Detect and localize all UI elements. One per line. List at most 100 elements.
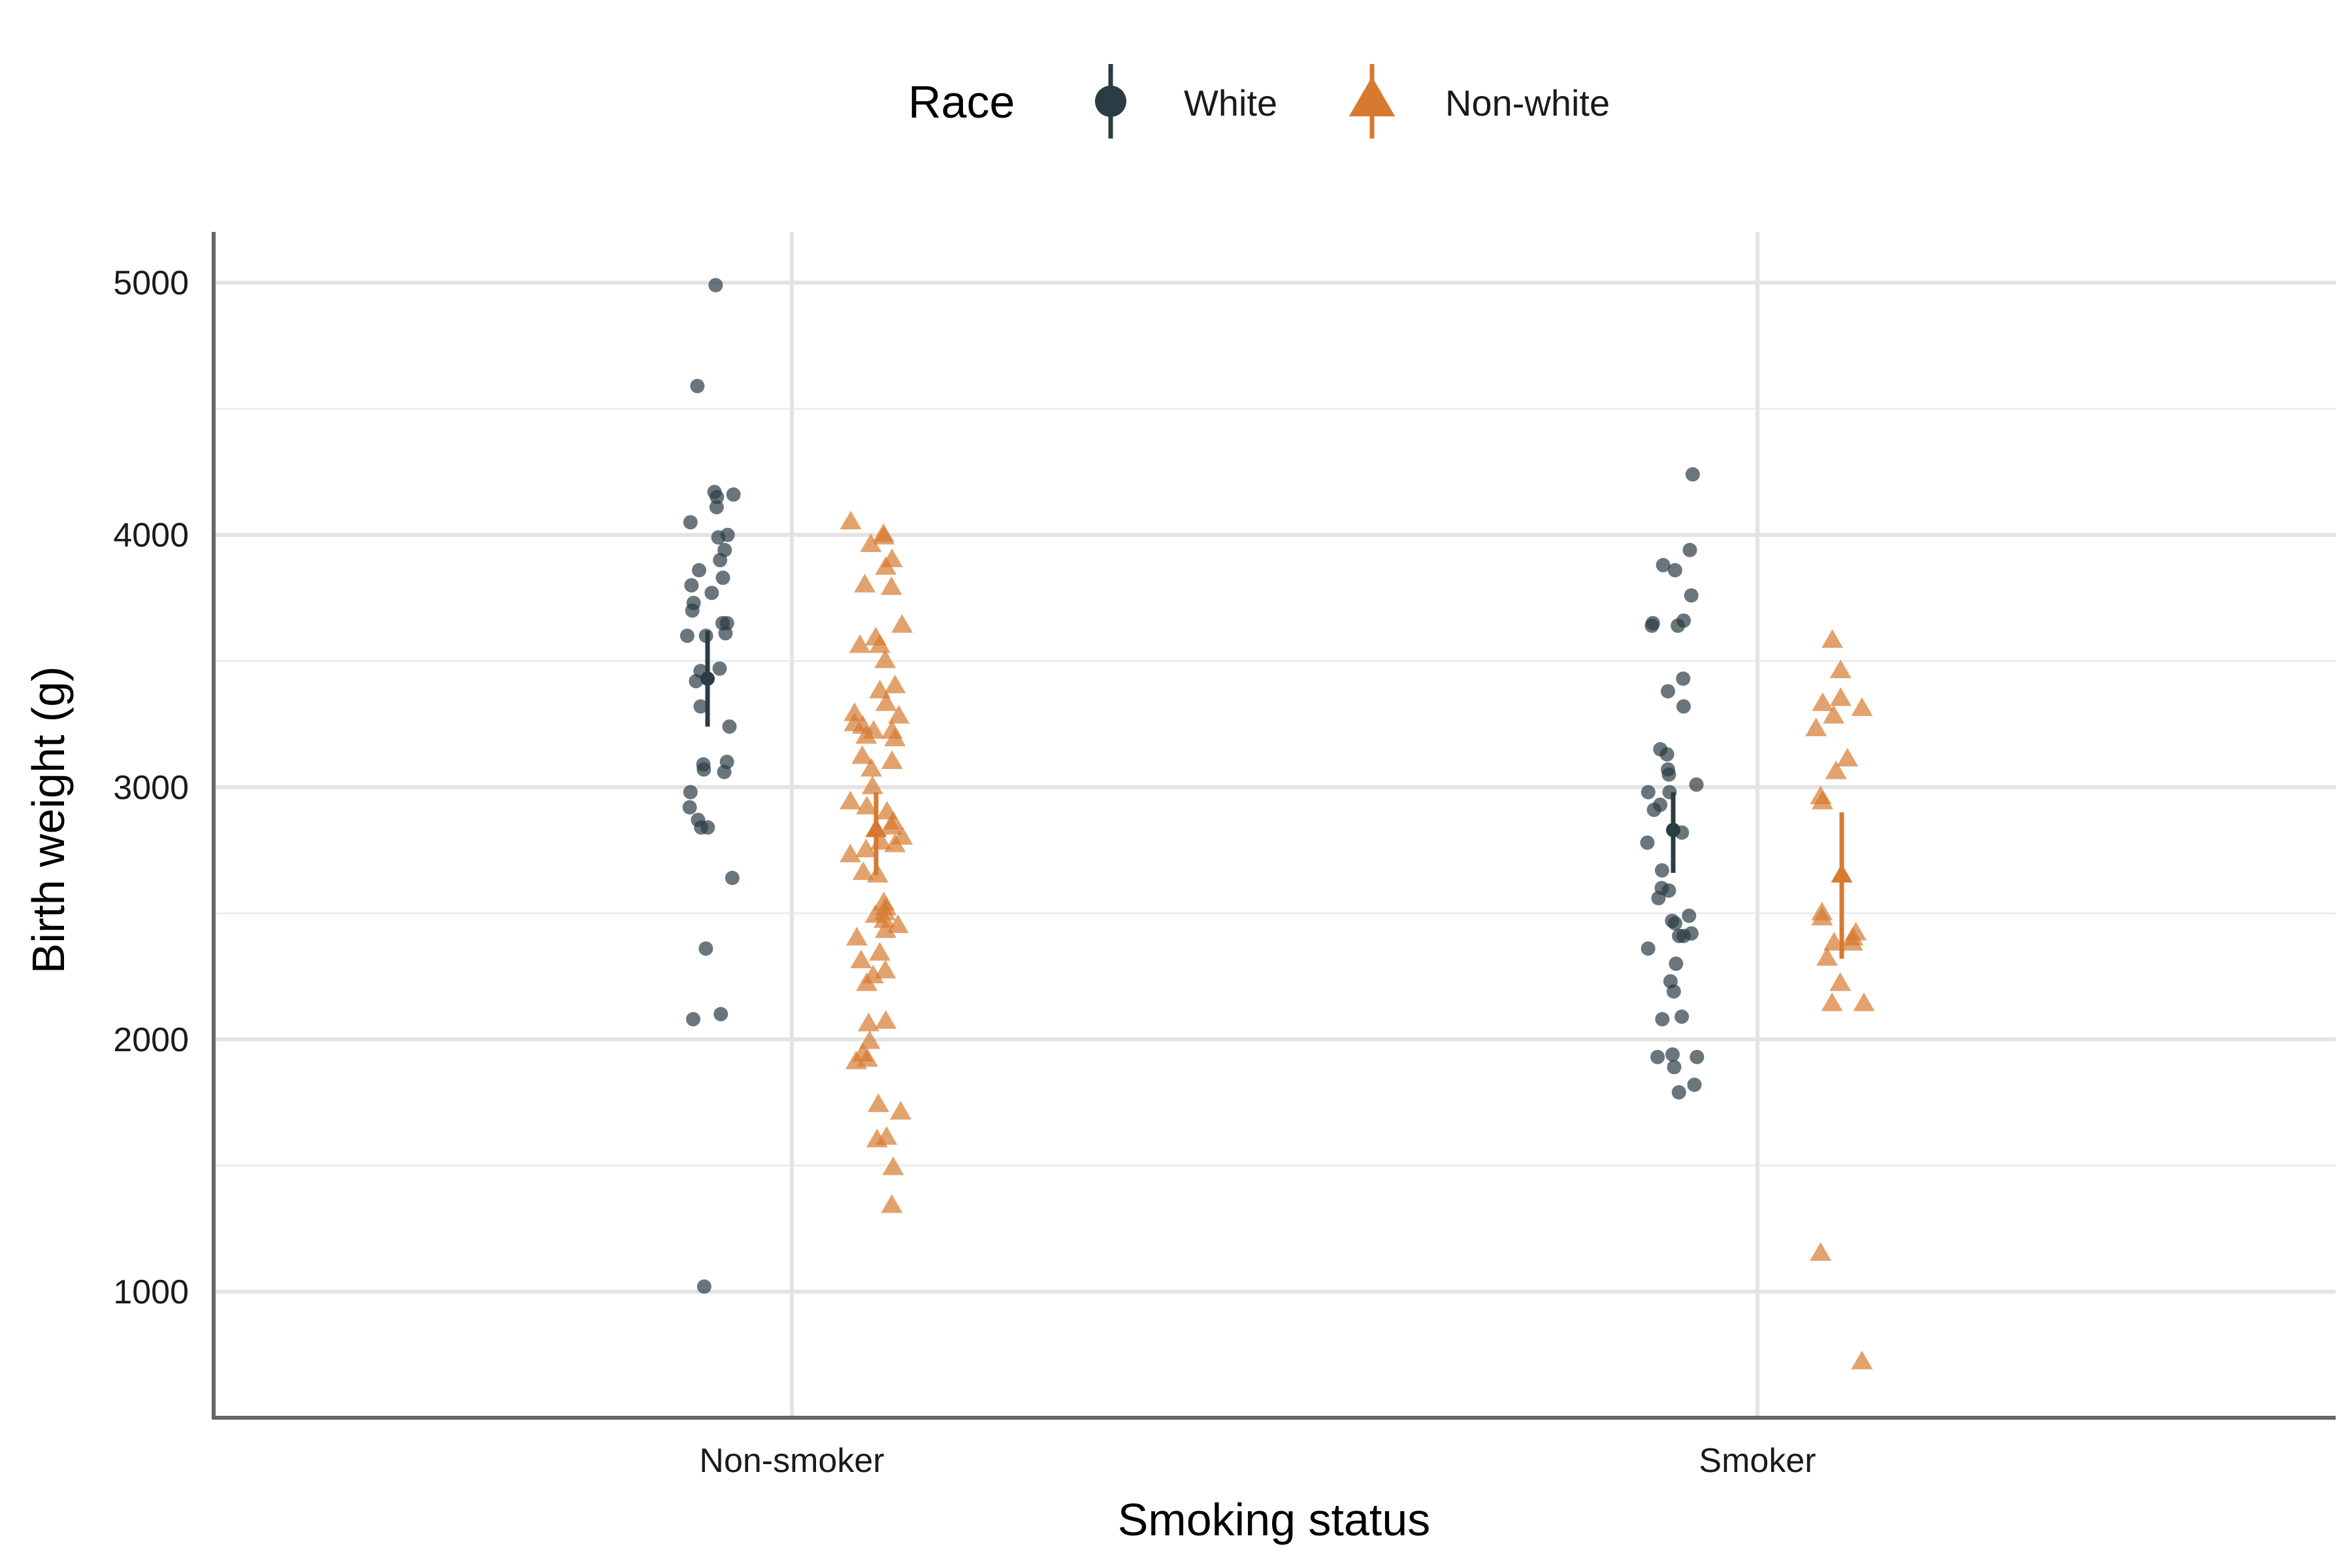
data-point: [1660, 684, 1675, 699]
x-axis-title: Smoking status: [1118, 1494, 1431, 1545]
data-point: [1661, 767, 1676, 782]
data-point: [852, 861, 874, 880]
data-point: [1811, 906, 1833, 926]
mean-marker: [1666, 823, 1680, 838]
data-point: [839, 843, 861, 862]
data-point: [1641, 785, 1656, 800]
mean-marker: [865, 818, 887, 838]
data-point: [713, 553, 728, 568]
data-point: [890, 1101, 912, 1120]
data-point: [1676, 699, 1691, 714]
data-point: [700, 820, 715, 835]
data-point: [869, 679, 891, 698]
data-point: [1851, 1350, 1873, 1369]
data-point: [685, 603, 700, 618]
data-point: [1821, 629, 1844, 648]
data-point: [874, 649, 896, 668]
data-point: [1825, 760, 1847, 779]
data-point: [1851, 697, 1873, 716]
data-point: [1667, 1060, 1682, 1075]
data-point: [1841, 932, 1863, 951]
data-point: [1811, 791, 1833, 809]
data-point: [856, 972, 878, 991]
data-point: [857, 1013, 879, 1032]
data-point: [709, 500, 724, 515]
tick-labels: 1000 2000 3000 4000 5000 Non-smoker Smoker: [113, 265, 1816, 1480]
data-point: [1656, 558, 1671, 573]
data-point: [710, 489, 725, 504]
data-point: [1829, 687, 1852, 706]
data-point: [884, 727, 906, 747]
data-point: [855, 838, 877, 858]
data-point: [845, 1050, 867, 1070]
data-point: [1829, 659, 1852, 679]
data-point: [711, 530, 726, 545]
data-point: [684, 578, 699, 593]
axes: [212, 232, 2336, 1420]
data-point: [843, 702, 866, 721]
data-point: [698, 941, 713, 956]
legend-label-non-white: Non-white: [1445, 82, 1610, 123]
data-point: [884, 833, 906, 853]
data-point: [693, 699, 708, 714]
data-point: [880, 576, 902, 595]
data-point: [858, 1030, 881, 1049]
data-point: [1823, 705, 1845, 724]
data-point: [1812, 692, 1834, 711]
data-point: [690, 378, 705, 393]
data-point: [1682, 542, 1697, 557]
legend-key-non-white: [1348, 64, 1396, 139]
data-point: [851, 745, 874, 764]
data-point: [854, 574, 876, 593]
error-bars: [700, 630, 1853, 959]
data-point: [1687, 1077, 1702, 1092]
data-point: [1829, 972, 1852, 991]
mean-marker: [1831, 864, 1853, 883]
data-point: [856, 795, 878, 815]
data-point: [840, 791, 862, 809]
data-point: [1644, 618, 1659, 633]
legend-key-marker: [1095, 86, 1126, 117]
data-point: [715, 570, 730, 585]
x-tick-label: Non-smoker: [699, 1442, 884, 1480]
data-point: [712, 661, 727, 676]
data-point: [860, 758, 883, 777]
data-point: [683, 785, 698, 800]
data-point: [722, 719, 737, 734]
data-point: [726, 487, 741, 502]
data-point: [683, 515, 698, 530]
data-point: [696, 762, 711, 777]
data-point: [845, 926, 868, 946]
data-point: [874, 959, 896, 979]
data-point: [1651, 890, 1666, 906]
data-point: [888, 705, 910, 724]
data-point: [1654, 863, 1669, 878]
data-point: [887, 914, 909, 933]
data-point: [1805, 717, 1827, 736]
y-tick-label: 2000: [113, 1021, 189, 1059]
data-point: [1667, 563, 1682, 578]
data-point: [1641, 941, 1656, 956]
data-point: [884, 674, 906, 694]
data-point: [1837, 747, 1859, 767]
data-point: [1682, 908, 1697, 923]
y-tick-label: 4000: [113, 517, 189, 555]
data-point: [850, 949, 872, 969]
data-point: [875, 1010, 897, 1029]
data-point: [1668, 916, 1683, 931]
data-point: [708, 278, 723, 293]
data-point: [725, 870, 740, 885]
data-point: [881, 750, 903, 770]
data-point: [881, 815, 903, 835]
y-tick-label: 3000: [113, 769, 189, 807]
data-point: [1676, 671, 1691, 686]
data-point: [869, 634, 891, 653]
data-point: [682, 800, 697, 815]
data-point: [692, 563, 707, 578]
data-point: [875, 692, 897, 711]
data-point: [860, 533, 882, 552]
data-point: [882, 1156, 904, 1175]
data-point: [704, 585, 719, 600]
data-point: [1674, 1009, 1690, 1024]
data-point: [713, 1007, 728, 1022]
